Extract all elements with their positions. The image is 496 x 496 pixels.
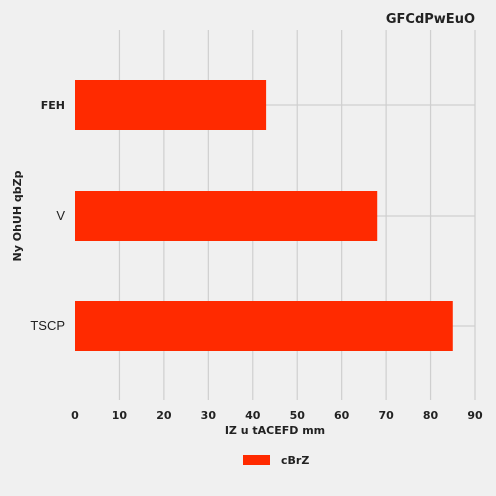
- x-tick-label: 30: [201, 409, 217, 422]
- bar-feh: [75, 80, 267, 130]
- x-tick-label: 10: [112, 409, 128, 422]
- x-tick-label: 70: [378, 409, 394, 422]
- bars: [75, 80, 453, 351]
- y-tick-label: V: [56, 208, 65, 223]
- y-tick-label: FEH: [41, 99, 65, 112]
- x-tick-label: 0: [71, 409, 79, 422]
- y-tick-label: TSCP: [30, 318, 65, 333]
- x-tick-label: 50: [290, 409, 306, 422]
- legend-label: cBrZ: [281, 454, 309, 467]
- x-axis-ticks: 0 10 20 30 40 50 60 70 80 90: [71, 409, 483, 422]
- chart-title: GFCdPwEuO: [386, 12, 475, 27]
- bar-v: [75, 191, 378, 241]
- legend-swatch: [243, 455, 270, 465]
- bar-tscp: [75, 301, 453, 351]
- y-axis-label: Ny OhUH qbZp: [11, 170, 24, 261]
- x-tick-label: 80: [423, 409, 439, 422]
- x-tick-label: 40: [245, 409, 261, 422]
- x-axis-label: IZ u tACEFD mm: [225, 424, 325, 437]
- x-tick-label: 60: [334, 409, 350, 422]
- x-tick-label: 90: [467, 409, 483, 422]
- y-axis-ticks: FEH V TSCP: [30, 99, 65, 333]
- legend: cBrZ: [243, 454, 309, 467]
- x-tick-label: 20: [156, 409, 172, 422]
